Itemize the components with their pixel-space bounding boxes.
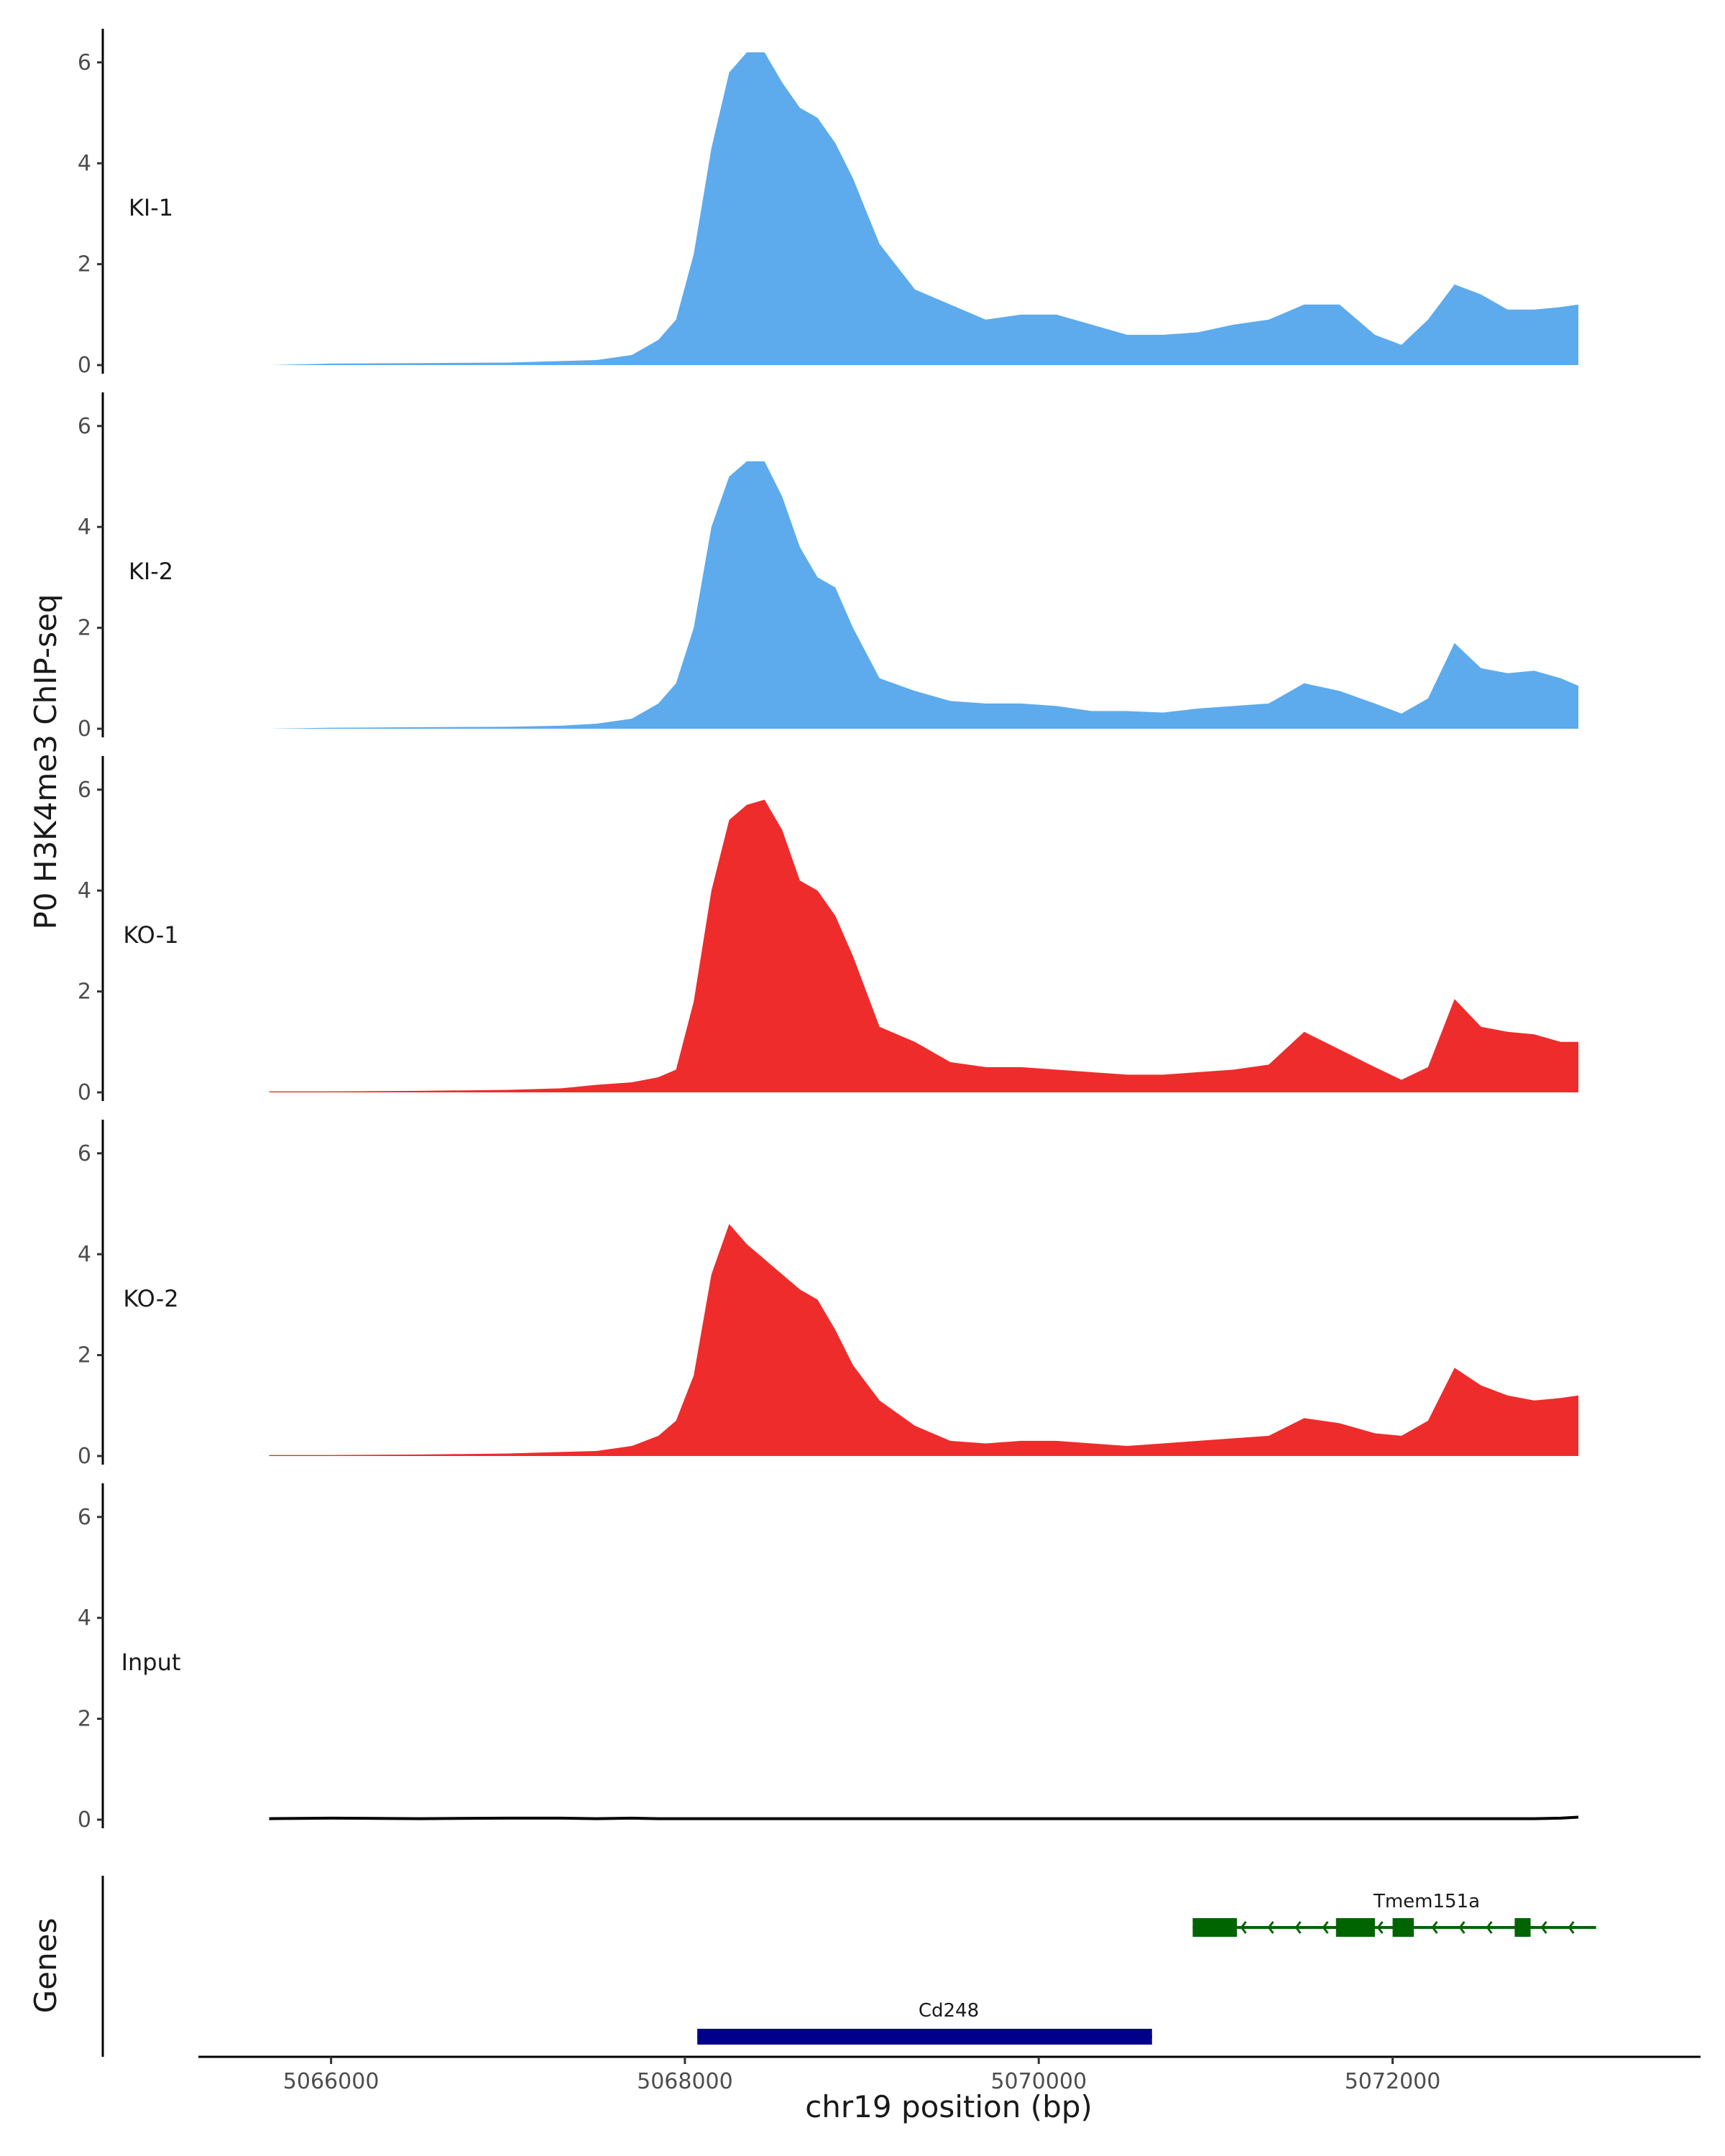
gene-exon [1392,1918,1414,1937]
x-tick-label: 5066000 [283,2069,380,2094]
tracks: 0 2 4 6 KI-1 0 2 4 6 KI-2 0 2 4 6 KO-1 0 2 4 6 KO-2 0 2 4 6 Inpu… [78,29,1579,1833]
y-tick-label: 2 [78,1343,91,1368]
track-ki-1: 0 2 4 6 KI-1 [78,29,1578,378]
y-tick-label: 0 [78,1080,91,1105]
x-axis-title: chr19 position (bp) [805,2089,1092,2124]
gene-label: Cd248 [919,2000,979,2022]
gene-track: Tmem151a Cd248 [101,1876,1596,2057]
x-tick-label: 5072000 [1345,2069,1441,2094]
gene-cd248: Cd248 [697,2000,1152,2045]
track-label: KI-2 [129,558,173,585]
y-tick-label: 6 [78,50,91,75]
gene-tmem151a: Tmem151a [1192,1891,1596,1937]
track-label: KO-1 [123,921,178,949]
x-axis: 5066000 5068000 5070000 5072000 [198,2055,1701,2094]
track-ko-1: 0 2 4 6 KO-1 [78,756,1578,1105]
y-tick-label: 0 [78,1807,91,1833]
y-tick-label: 2 [78,1707,91,1732]
y-tick-label: 4 [78,515,91,540]
y-tick-label: 6 [78,1141,91,1166]
y-tick-label: 4 [78,1242,91,1267]
y-axis-title: P0 H3K4me3 ChIP-seq [28,594,63,929]
strand-arrow [1294,1921,1302,1934]
y-tick-label: 4 [78,151,91,176]
track-ko-2: 0 2 4 6 KO-2 [78,1120,1578,1469]
series-area-ki-2 [269,461,1578,729]
y-tick-label: 6 [78,778,91,803]
gene-exon [1192,1918,1237,1937]
x-tick-label: 5070000 [990,2069,1087,2094]
strand-arrow [1267,1921,1274,1934]
y-tick-label: 0 [78,353,91,378]
gene-exon [697,2029,1152,2045]
x-tick-label: 5068000 [637,2069,733,2094]
y-tick-label: 2 [78,616,91,641]
track-ki-2: 0 2 4 6 KI-2 [78,392,1578,742]
y-tick-label: 6 [78,414,91,439]
strand-arrow [1540,1921,1547,1934]
gene-label: Tmem151a [1373,1891,1480,1912]
series-line-input [269,1815,1579,1820]
gene-exon [1335,1918,1375,1937]
y-tick-label: 0 [78,717,91,742]
y-tick-label: 4 [78,878,91,903]
track-label: Input [121,1649,181,1676]
strand-arrow [1376,1921,1384,1934]
series-area-ko-1 [269,799,1578,1092]
track-input: 0 2 4 6 Input [78,1483,1579,1833]
track-label: KO-2 [123,1285,178,1312]
track-label: KI-1 [129,194,173,221]
strand-arrow [1322,1921,1329,1934]
strand-arrow [1240,1921,1247,1934]
strand-arrow [1431,1921,1438,1934]
series-area-ko-2 [269,1224,1578,1456]
y-tick-label: 4 [78,1606,91,1631]
strand-arrow [1486,1921,1493,1934]
genes-track-title: Genes [28,1918,63,2014]
strand-arrow [1458,1921,1466,1934]
series-area-ki-1 [269,52,1578,366]
strand-arrow [1568,1921,1575,1934]
y-tick-label: 2 [78,980,91,1005]
y-tick-label: 0 [78,1444,91,1469]
gene-exon [1514,1918,1531,1937]
y-tick-label: 2 [78,252,91,277]
y-tick-label: 6 [78,1505,91,1530]
